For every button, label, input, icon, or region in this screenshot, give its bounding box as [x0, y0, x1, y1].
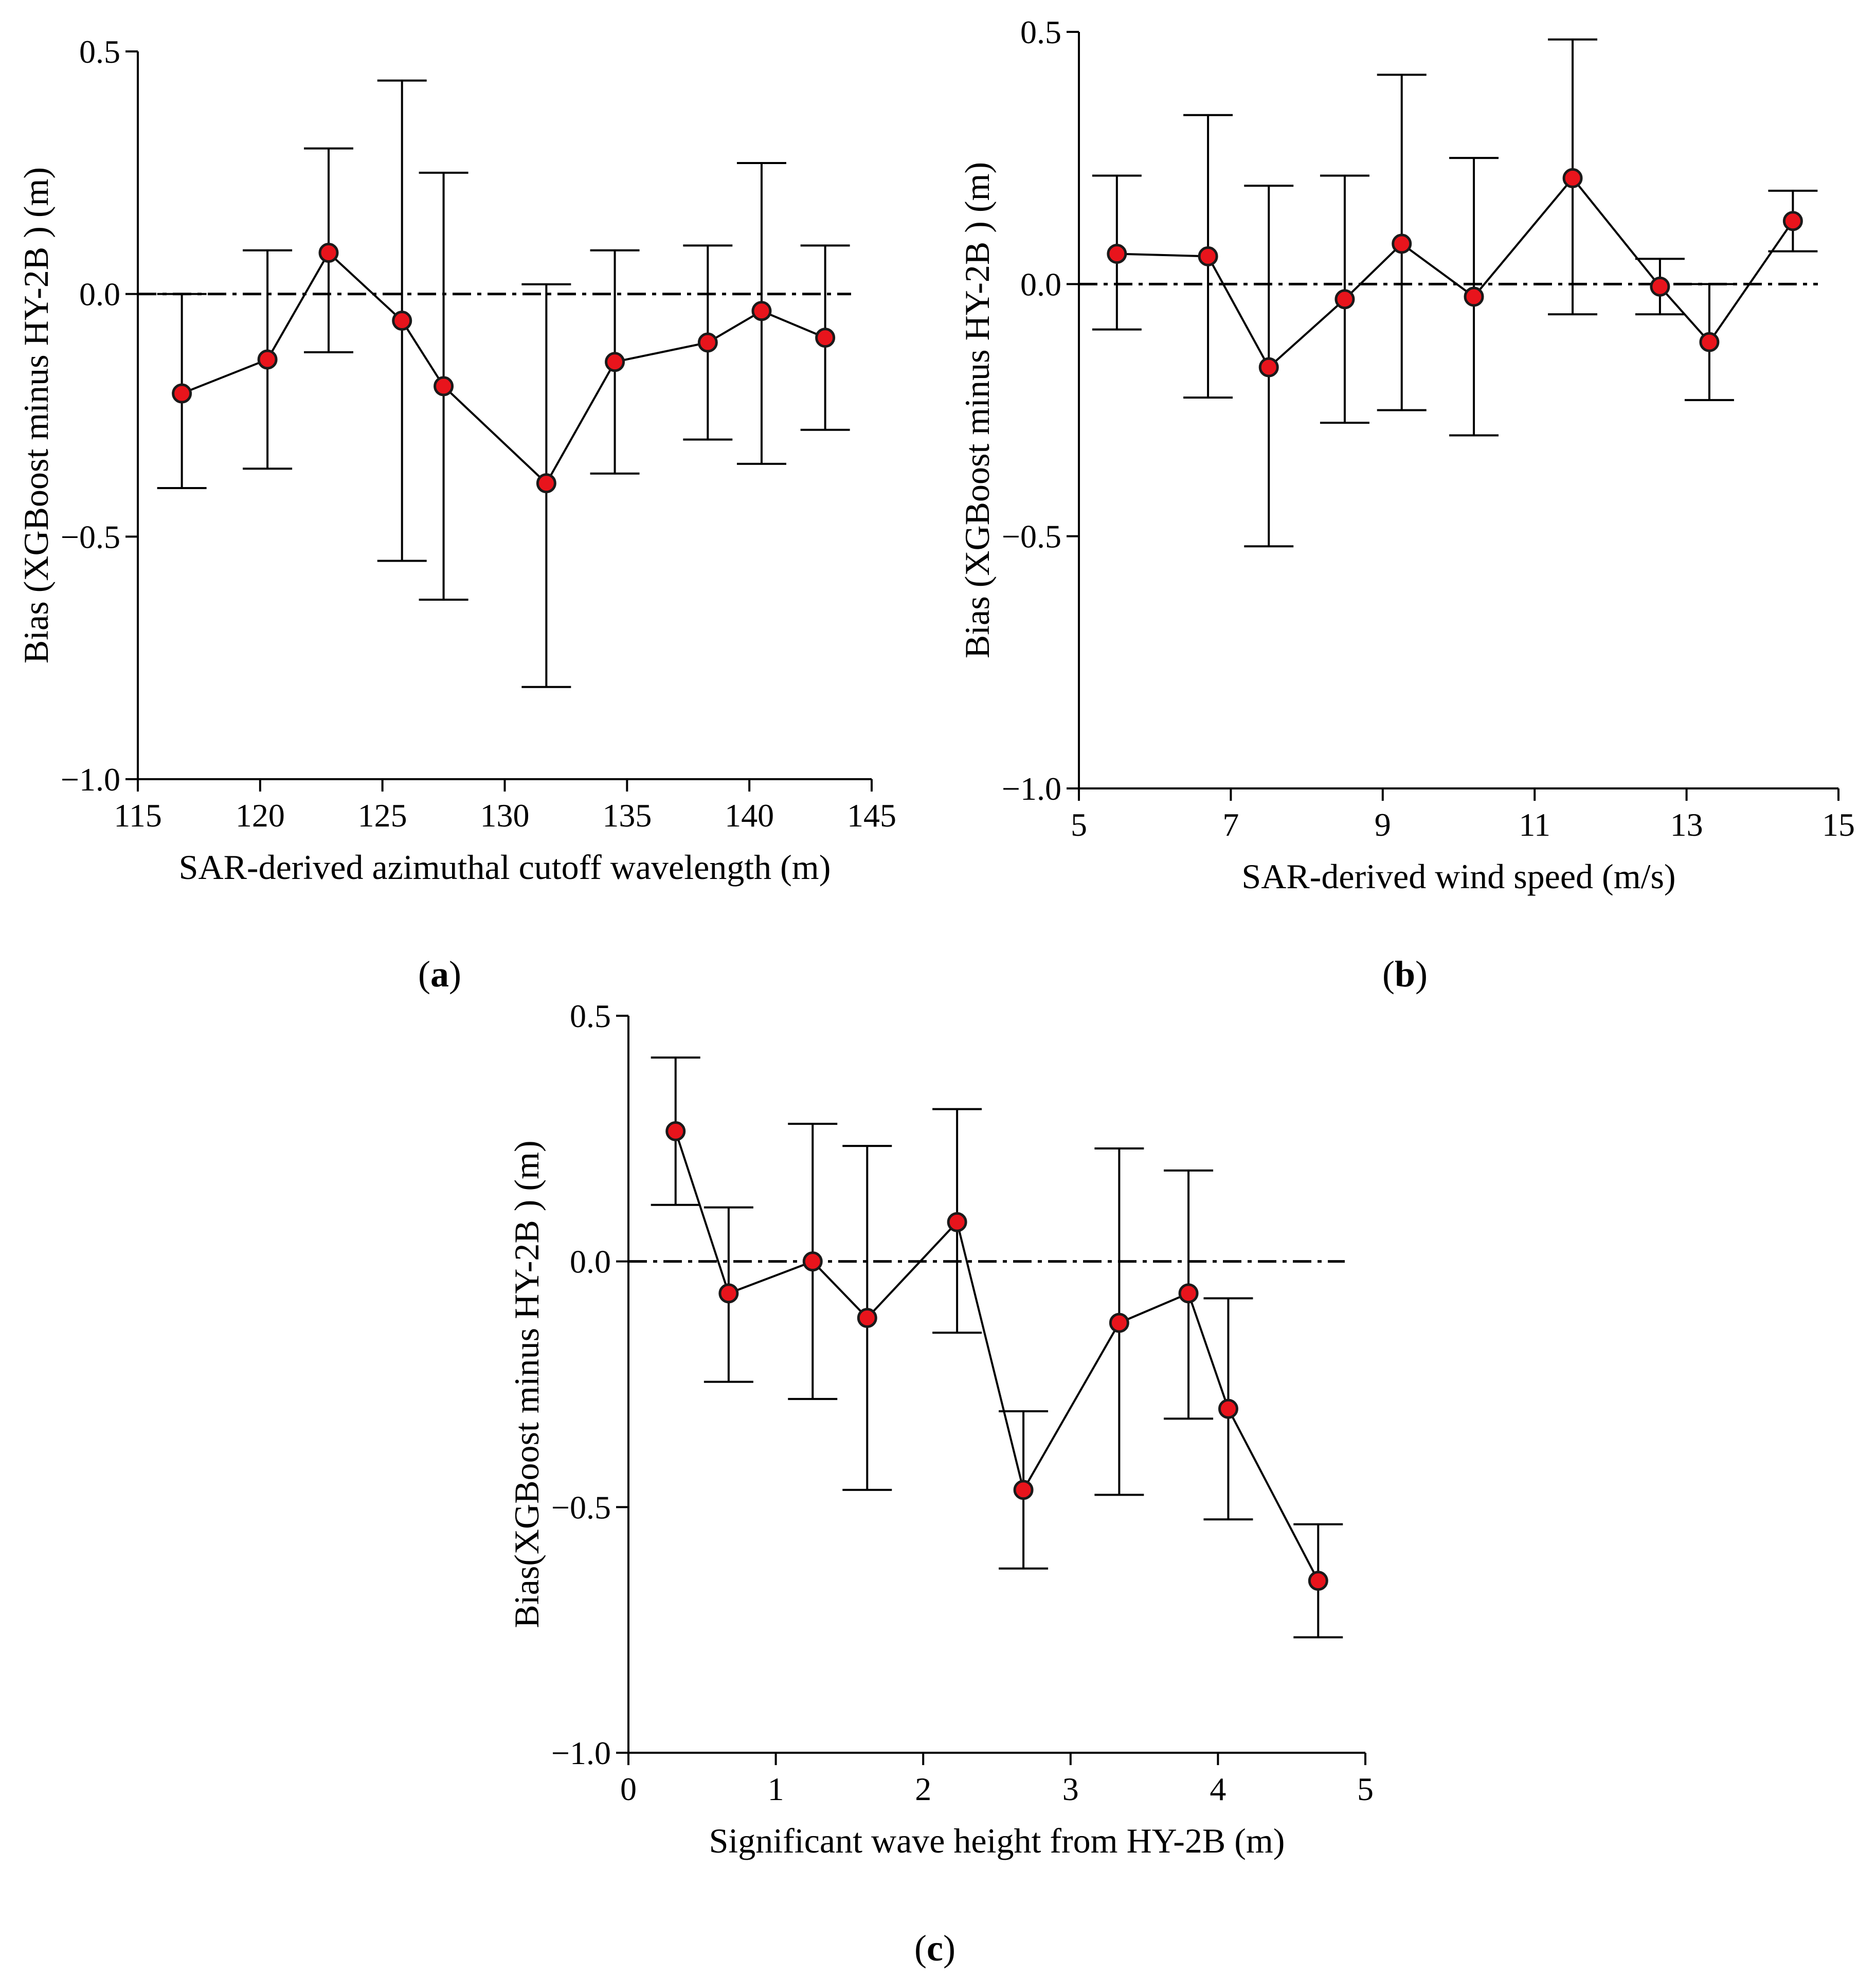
panel-a: 0.5 0.0 −0.5 −1.0 115 120 125 130 135 14… [16, 33, 896, 995]
panel-a-data-point [815, 328, 836, 348]
panel-b-xtick-label: 9 [1375, 806, 1391, 843]
panel-b-data-point [1198, 246, 1218, 266]
panel-c-series-line [674, 1130, 1320, 1581]
panel-c-data-point [1308, 1571, 1328, 1591]
panel-a-x-axis-title: SAR-derived azimuthal cutoff wavelength … [179, 848, 831, 887]
panel-b-data-point [1334, 289, 1355, 310]
panel-c-data-point [857, 1308, 877, 1328]
panel-b-xtick-label: 5 [1071, 806, 1087, 843]
panel-b-y-axis-title: Bias (XGBoost minus HY-2B ) (m) [958, 162, 997, 658]
panel-a-axes-layer [125, 50, 873, 792]
panel-c-ytick-label: −0.5 [551, 1489, 611, 1525]
panel-a-data-point [257, 349, 278, 370]
panel-c-label-letter: c [927, 1928, 943, 1969]
panel-a-data-point [318, 242, 339, 263]
panel-c-data-point [1218, 1398, 1238, 1419]
panel-b-data-point [1392, 233, 1412, 254]
panel-a-xtick-label: 140 [725, 797, 774, 834]
panel-c-series-line-layer [674, 1130, 1320, 1581]
panel-a-markers-layer [172, 242, 836, 494]
panel-b-data-point [1464, 286, 1484, 307]
panel-a-data-point [536, 473, 556, 494]
panel-b-axes-layer [1067, 31, 1839, 801]
panel-c-xtick-label: 1 [768, 1771, 784, 1807]
panel-b-label-letter: b [1395, 954, 1415, 995]
panel-a-xtick-labels: 115 120 125 130 135 140 145 [114, 797, 896, 834]
panel-b-data-point [1782, 211, 1803, 231]
panel-c-xtick-labels: 0 1 2 3 4 5 [620, 1771, 1374, 1807]
panel-a-data-point [751, 301, 772, 321]
panel-b: 0.5 0.0 −0.5 −1.0 5 7 9 11 13 15 SAR-der… [958, 14, 1855, 995]
panel-b-data-point [1699, 332, 1720, 352]
panel-c-ytick-label: 0.5 [570, 998, 611, 1034]
panel-a-data-point [697, 332, 718, 353]
panel-c-data-point [718, 1283, 739, 1304]
panel-c-xtick-label: 3 [1062, 1771, 1079, 1807]
panel-b-xtick-labels: 5 7 9 11 13 15 [1071, 806, 1855, 843]
panel-c-x-axis-title: Significant wave height from HY-2B (m) [709, 1821, 1285, 1860]
panel-b-ytick-label: −1.0 [1002, 770, 1061, 807]
panel-a-xtick-label: 120 [236, 797, 285, 834]
panel-b-ytick-labels: 0.5 0.0 −0.5 −1.0 [1002, 14, 1061, 807]
panel-a-data-point [434, 376, 454, 397]
panel-a-ytick-label: −0.5 [61, 518, 120, 555]
panel-b-x-axis-title: SAR-derived wind speed (m/s) [1241, 857, 1675, 896]
panel-c-data-point [1178, 1283, 1199, 1304]
panel-a-xtick-label: 145 [847, 797, 896, 834]
panel-c-data-point [802, 1251, 823, 1272]
panel-a-label-letter: a [430, 954, 449, 995]
panel-c-data-point [1109, 1313, 1129, 1333]
panel-b-label: (b) [1382, 954, 1428, 995]
panel-b-ytick-label: 0.0 [1020, 266, 1061, 302]
panel-c-xtick-label: 2 [915, 1771, 931, 1807]
panel-a-series-line [181, 251, 826, 485]
panel-c-data-point [665, 1121, 686, 1142]
panel-a-y-axis-title: Bias (XGBoost minus HY-2B ) (m) [16, 167, 56, 663]
panel-c-data-point [947, 1212, 967, 1232]
panel-c-xtick-label: 5 [1357, 1771, 1374, 1807]
panel-b-xtick-label: 11 [1519, 806, 1550, 843]
panel-b-xtick-label: 13 [1670, 806, 1703, 843]
panel-a-xtick-label: 130 [480, 797, 530, 834]
panel-b-xtick-label: 7 [1222, 806, 1239, 843]
panel-a-ytick-label: 0.0 [79, 276, 120, 313]
panel-a-data-point [605, 352, 625, 372]
panel-c-y-axis-title: Bias(XGBoost minus HY-2B ) (m) [507, 1140, 546, 1628]
panel-b-data-point [1258, 357, 1279, 378]
panel-b-data-point [1650, 276, 1670, 297]
panel-b-data-point [1107, 243, 1127, 264]
panel-c-ytick-labels: 0.5 0.0 −0.5 −1.0 [551, 998, 611, 1771]
panel-a-label: (a) [418, 954, 461, 995]
panel-c-markers-layer [665, 1121, 1328, 1591]
panel-a-data-point [392, 311, 412, 331]
panel-b-ytick-label: 0.5 [1020, 14, 1061, 50]
panel-a-ytick-label: 0.5 [79, 33, 120, 70]
panel-b-xtick-label: 15 [1822, 806, 1855, 843]
panel-a-ytick-labels: 0.5 0.0 −0.5 −1.0 [61, 33, 120, 798]
panel-c-xtick-label: 0 [620, 1771, 637, 1807]
panel-c-axes-layer [616, 1015, 1366, 1765]
panel-c-data-point [1013, 1480, 1034, 1500]
panel-b-series-line [1116, 176, 1794, 369]
panel-a-ytick-label: −1.0 [61, 761, 120, 798]
panel-b-series-line-layer [1116, 176, 1794, 369]
panel-c-xtick-label: 4 [1210, 1771, 1226, 1807]
panel-b-ytick-label: −0.5 [1002, 518, 1061, 555]
panel-a-xtick-label: 125 [358, 797, 407, 834]
panel-a-series-line-layer [181, 251, 826, 485]
panel-a-xtick-label: 135 [602, 797, 652, 834]
panel-b-markers-layer [1107, 168, 1803, 378]
panel-c-label: (c) [914, 1928, 955, 1969]
panel-a-xtick-label: 115 [114, 797, 162, 834]
panel-c-ytick-label: 0.0 [570, 1244, 611, 1280]
panel-c: 0.5 0.0 −0.5 −1.0 0 1 2 3 4 5 Significan… [507, 998, 1374, 1969]
panel-b-data-point [1562, 168, 1583, 188]
panel-c-ytick-label: −1.0 [551, 1735, 611, 1771]
panel-a-data-point [172, 383, 192, 404]
